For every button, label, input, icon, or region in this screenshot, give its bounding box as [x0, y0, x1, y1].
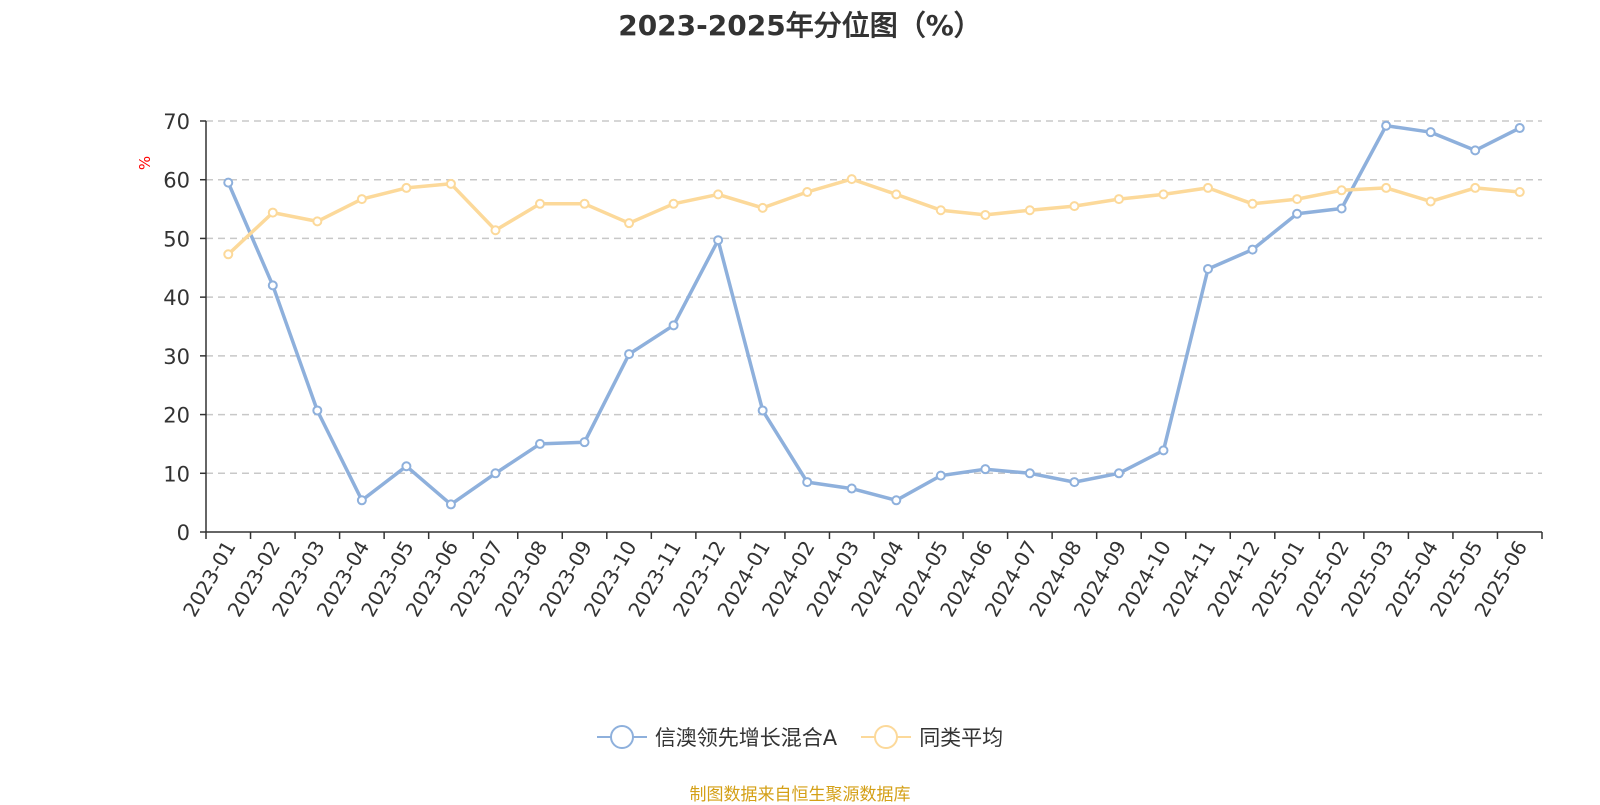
data-point-0 [312, 405, 323, 416]
axes [200, 120, 1543, 539]
data-point-1 [757, 202, 768, 213]
legend: 信澳领先增长混合A 同类平均 [0, 722, 1600, 752]
legend-symbol-fund [596, 725, 647, 749]
data-point-0 [1470, 145, 1481, 156]
source-note: 制图数据来自恒生聚源数据库 [689, 785, 911, 805]
data-point-0 [1514, 123, 1525, 134]
series-line-0 [226, 123, 1521, 507]
data-point-0 [1247, 244, 1258, 255]
data-point-0 [1203, 263, 1213, 274]
data-point-0 [846, 483, 857, 494]
y-tick-label: 70 [163, 110, 190, 134]
y-tick-labels: 0 10 20 30 40 50 60 70 [163, 110, 190, 545]
data-point-1 [535, 198, 545, 209]
y-tick-label: 20 [163, 404, 190, 428]
data-point-0 [223, 177, 234, 188]
y-tick-label: 30 [163, 345, 190, 369]
data-point-1 [445, 178, 456, 189]
data-point-1 [1203, 182, 1213, 193]
data-point-0 [1024, 468, 1035, 479]
data-point-1 [579, 198, 590, 209]
data-point-1 [1336, 185, 1347, 196]
data-point-1 [935, 205, 946, 216]
y-tick-label: 50 [163, 227, 190, 251]
x-tick-labels: 2023-012023-022023-032023-042023-052023-… [178, 536, 1532, 620]
data-point-1 [1425, 196, 1436, 207]
data-point-0 [935, 470, 946, 481]
data-point-1 [312, 216, 323, 227]
data-point-1 [846, 174, 857, 185]
data-point-1 [1470, 182, 1481, 193]
legend-symbol-average [861, 725, 912, 749]
data-point-0 [1381, 120, 1392, 131]
data-point-0 [490, 468, 501, 479]
data-point-0 [1292, 208, 1303, 219]
data-point-0 [445, 499, 456, 510]
legend-label-average: 同类平均 [919, 726, 1004, 750]
series-lines [223, 120, 1525, 510]
data-point-0 [356, 495, 367, 506]
data-point-1 [223, 249, 234, 260]
data-point-1 [980, 209, 991, 220]
data-point-0 [1158, 445, 1169, 456]
data-point-1 [1024, 205, 1035, 216]
y-axis-unit-label: % [136, 156, 154, 170]
data-point-1 [356, 194, 367, 205]
data-point-0 [1069, 477, 1080, 488]
data-point-0 [1425, 127, 1436, 138]
data-point-1 [1069, 201, 1080, 212]
data-point-1 [668, 198, 679, 209]
data-point-0 [1336, 203, 1347, 214]
data-point-1 [1514, 187, 1525, 198]
data-point-0 [668, 320, 679, 331]
y-tick-label: 60 [163, 169, 190, 193]
legend-label-fund: 信澳领先增长混合A [654, 726, 838, 750]
data-point-0 [891, 495, 902, 506]
data-point-1 [713, 189, 724, 200]
data-point-1 [802, 187, 813, 198]
data-point-1 [1292, 194, 1303, 205]
data-point-0 [267, 280, 278, 291]
data-point-1 [1113, 194, 1124, 205]
y-tick-label: 0 [177, 521, 190, 545]
chart-title: 2023-2025年分位图（%） [618, 9, 982, 42]
data-point-0 [802, 477, 813, 488]
data-point-0 [535, 438, 545, 449]
data-point-1 [267, 207, 278, 218]
data-point-0 [579, 437, 590, 448]
y-tick-label: 10 [163, 462, 190, 486]
gridlines [206, 120, 1542, 475]
data-point-1 [490, 225, 501, 236]
data-point-1 [401, 182, 412, 193]
data-point-1 [1381, 182, 1392, 193]
data-point-0 [1113, 468, 1124, 479]
legend-item-average[interactable]: 同类平均 [861, 722, 1003, 752]
data-point-0 [401, 461, 412, 472]
data-point-0 [980, 464, 991, 475]
data-point-1 [891, 189, 902, 200]
data-point-0 [624, 349, 635, 360]
data-point-0 [757, 405, 768, 416]
data-point-1 [1247, 198, 1258, 209]
series-line-1 [227, 177, 1520, 256]
data-point-1 [1158, 189, 1169, 200]
data-point-1 [624, 218, 635, 229]
legend-item-fund[interactable]: 信澳领先增长混合A [596, 722, 838, 752]
y-tick-label: 40 [163, 286, 190, 310]
data-point-0 [713, 235, 724, 246]
